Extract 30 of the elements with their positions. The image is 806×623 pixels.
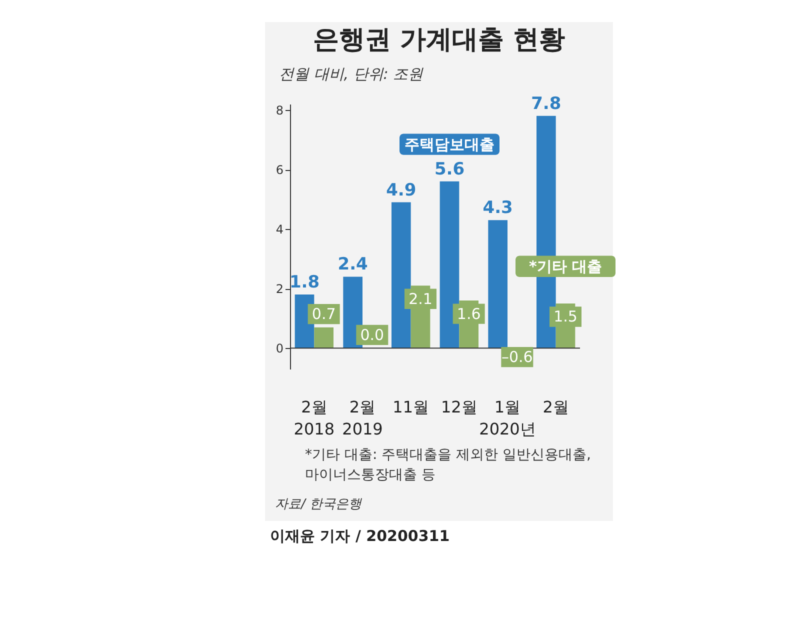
- y-tick-label: 4: [276, 222, 284, 237]
- data-label: 5.6: [434, 159, 465, 180]
- text: *기타 대출: 주택대출을 제외한 일반신용대출, 마이너스통장대출 등: [305, 446, 592, 485]
- data-label: 1.6: [456, 304, 481, 323]
- x-tick-label: 1월 2020년: [479, 398, 536, 438]
- y-tick-label: 0: [276, 342, 284, 356]
- y-tick-label: 6: [276, 163, 284, 178]
- x-tick-label: 2월 2018: [294, 398, 335, 438]
- data-label: 0.0: [360, 326, 384, 344]
- text: 자료/ 한국은행: [275, 496, 363, 514]
- y-tick-label: 8: [276, 103, 284, 118]
- data-label: 7.8: [531, 94, 562, 114]
- text: 이재윤 기자 / 20200311: [270, 527, 451, 546]
- chart-subtitle: 전월 대비, 단위: 조원: [279, 65, 424, 84]
- x-tick-label: 11월: [392, 398, 430, 416]
- y-tick-label: 2: [276, 282, 284, 296]
- data-label: 1.5: [554, 308, 578, 326]
- x-tick-label: 2월: [542, 398, 569, 416]
- data-label: 2.4: [338, 254, 368, 275]
- data-label: –0.6: [501, 348, 533, 366]
- x-tick-label: 12월: [440, 398, 478, 416]
- text: *기타 대출: [528, 257, 602, 276]
- text: 주택담보대출: [404, 135, 494, 154]
- data-label: 0.7: [312, 305, 336, 324]
- data-label: 4.9: [386, 180, 416, 200]
- x-tick-label: 2월 2019: [342, 398, 383, 438]
- data-label: 1.8: [289, 272, 320, 293]
- data-label: 4.3: [482, 198, 513, 218]
- data-label: 2.1: [408, 290, 432, 308]
- chart-title: 은행권 가계대출 현황: [312, 24, 566, 57]
